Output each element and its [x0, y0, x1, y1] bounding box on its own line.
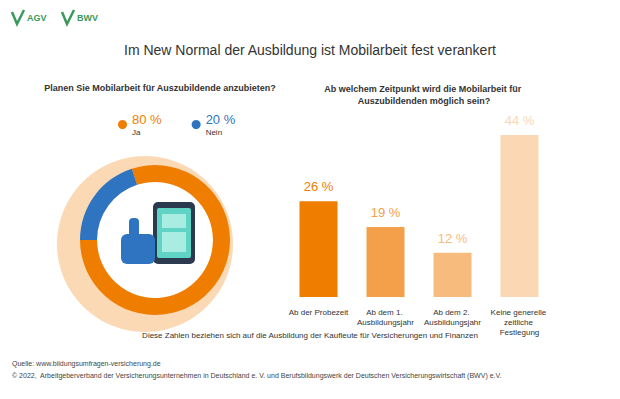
- svg-text:Ab dem 2.: Ab dem 2.: [433, 308, 472, 317]
- svg-text:Planen Sie Mobilarbeit für Aus: Planen Sie Mobilarbeit für Auszubildende…: [44, 83, 276, 93]
- svg-text:Ausbildungsjahr: Ausbildungsjahr: [424, 318, 481, 327]
- svg-text:80 %: 80 %: [132, 112, 162, 127]
- svg-text:Ja: Ja: [132, 128, 141, 137]
- svg-text:Ausbildungsjahr: Ausbildungsjahr: [357, 318, 414, 327]
- svg-text:44 %: 44 %: [505, 113, 535, 128]
- svg-text:26 %: 26 %: [304, 179, 334, 194]
- svg-text:19 %: 19 %: [371, 205, 401, 220]
- svg-text:© 2022, Arbeitgeberverband de: © 2022, Arbeitgeberverband der Versicher…: [12, 372, 502, 380]
- svg-text:Ab der Probezeit: Ab der Probezeit: [289, 308, 349, 317]
- svg-text:Diese Zahlen beziehen sich auf: Diese Zahlen beziehen sich auf die Ausbi…: [142, 331, 478, 340]
- svg-text:12 %: 12 %: [438, 231, 468, 246]
- svg-text:AGV: AGV: [27, 13, 47, 23]
- svg-text:Nein: Nein: [206, 128, 222, 137]
- svg-text:Auszubildenden möglich sein?: Auszubildenden möglich sein?: [358, 96, 491, 106]
- svg-text:Ab dem 1.: Ab dem 1.: [366, 308, 405, 317]
- svg-text:Keine generelle: Keine generelle: [491, 308, 549, 317]
- svg-text:Quelle: www.bildungsumfragen-v: Quelle: www.bildungsumfragen-versicherun…: [12, 360, 161, 368]
- svg-text:Im New Normal der Ausbildung i: Im New Normal der Ausbildung ist Mobilar…: [124, 42, 496, 58]
- svg-text:BWV: BWV: [77, 13, 98, 23]
- svg-text:20 %: 20 %: [206, 112, 236, 127]
- svg-text:Ab welchem Zeitpunkt wird die: Ab welchem Zeitpunkt wird die Mobilarbei…: [324, 84, 524, 94]
- svg-text:zeitliche: zeitliche: [504, 318, 535, 327]
- svg-text:Festlegung: Festlegung: [500, 328, 540, 337]
